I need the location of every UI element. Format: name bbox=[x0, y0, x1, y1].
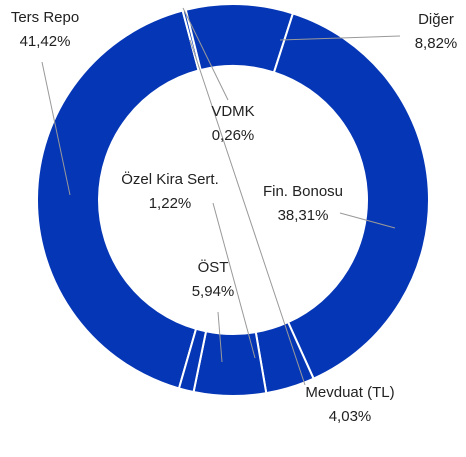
value-label: 1,22% bbox=[148, 195, 192, 212]
leader-line bbox=[189, 39, 306, 386]
donut-segment bbox=[36, 9, 200, 390]
value-label: 41,42% bbox=[19, 33, 71, 50]
slice-label: Fin. Bonosu 38,31% bbox=[258, 180, 348, 228]
leader-line bbox=[217, 311, 223, 363]
slice-label: Mevduat (TL) 4,03% bbox=[300, 381, 400, 429]
leader-line bbox=[339, 212, 396, 229]
category-name: Mevduat (TL) bbox=[305, 384, 395, 401]
leader-line bbox=[279, 35, 401, 41]
category-name: Fin. Bonosu bbox=[262, 183, 344, 200]
value-label: 5,94% bbox=[191, 283, 235, 300]
category-name: Diğer bbox=[418, 11, 454, 28]
slice-label: ÖST 5,94% bbox=[168, 256, 258, 304]
category-name: Ters Repo bbox=[10, 9, 80, 26]
category-name: Özel Kira Sert. bbox=[121, 171, 219, 188]
leader-line bbox=[182, 7, 229, 101]
value-label: 8,82% bbox=[414, 35, 458, 52]
value-label: 38,31% bbox=[277, 207, 329, 224]
leader-line bbox=[41, 61, 71, 196]
category-name: VDMK bbox=[211, 103, 255, 120]
slice-label: Ters Repo 41,42% bbox=[0, 6, 90, 54]
slice-label: Özel Kira Sert. 1,22% bbox=[118, 168, 222, 216]
value-label: 4,03% bbox=[328, 408, 372, 425]
slice-label: VDMK 0,26% bbox=[183, 100, 283, 148]
slice-label: Diğer 8,82% bbox=[396, 8, 466, 56]
category-name: ÖST bbox=[197, 259, 229, 276]
value-label: 0,26% bbox=[211, 127, 255, 144]
donut-segment bbox=[177, 327, 208, 394]
leader-line bbox=[212, 202, 256, 359]
donut-segment bbox=[272, 12, 430, 380]
